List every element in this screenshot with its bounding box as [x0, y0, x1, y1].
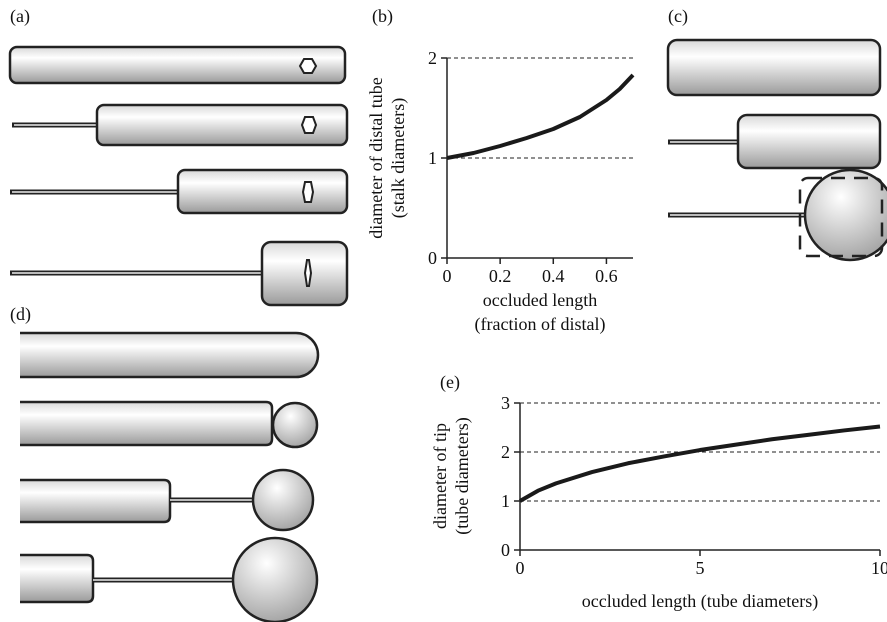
panel-label: (e) [440, 372, 460, 393]
panel-label: (c) [668, 6, 688, 27]
figure: (a) (b) (c) (d) (e) [0, 0, 887, 622]
panel-label: (a) [10, 6, 30, 27]
x-tick-label: 0 [443, 266, 452, 286]
tube [20, 480, 170, 522]
tube [20, 402, 272, 445]
y-tick-label: 2 [501, 442, 510, 462]
panel-label: (d) [10, 304, 31, 325]
y-tick-label: 1 [428, 148, 437, 168]
y-tick-label: 3 [501, 393, 510, 413]
x-axis-label: (fraction of distal) [475, 314, 606, 335]
y-tick-label: 0 [501, 540, 510, 560]
x-tick-label: 0.4 [542, 266, 565, 286]
tip [805, 170, 887, 260]
y-axis-label: diameter of tip [430, 423, 450, 529]
diagram-d [20, 333, 318, 622]
y-axis-label: diameter of distal tube [366, 77, 386, 238]
tube [738, 115, 880, 168]
x-tick-label: 5 [696, 558, 705, 578]
x-tick-label: 0.2 [489, 266, 512, 286]
vesicle [303, 182, 313, 202]
tip [273, 403, 317, 447]
diagram-a [10, 47, 347, 305]
y-tick-label: 2 [428, 48, 437, 68]
x-axis-label: occluded length (tube diameters) [582, 591, 818, 612]
tip [253, 470, 313, 530]
tube [10, 47, 345, 83]
tube [20, 333, 318, 377]
panel-label: (b) [372, 6, 393, 27]
vesicle [300, 59, 316, 73]
data-line [447, 75, 633, 158]
x-tick-label: 0 [516, 558, 525, 578]
tube [20, 555, 93, 602]
x-axis-label: occluded length [483, 290, 597, 310]
y-tick-label: 1 [501, 491, 510, 511]
data-line [520, 427, 880, 501]
y-axis-label: (stalk diameters) [388, 98, 409, 218]
tube [178, 170, 347, 213]
page: {"panels": {"a": "(a)", "b": "(b)", "c":… [0, 0, 887, 622]
tube [668, 40, 880, 95]
y-axis-label: (tube diameters) [452, 417, 473, 534]
vesicle [302, 117, 316, 133]
tip [233, 538, 317, 622]
diagram-c [668, 40, 887, 260]
y-tick-label: 0 [428, 248, 437, 268]
vesicle [305, 260, 311, 286]
x-tick-label: 10 [871, 558, 887, 578]
x-tick-label: 0.6 [595, 266, 618, 286]
